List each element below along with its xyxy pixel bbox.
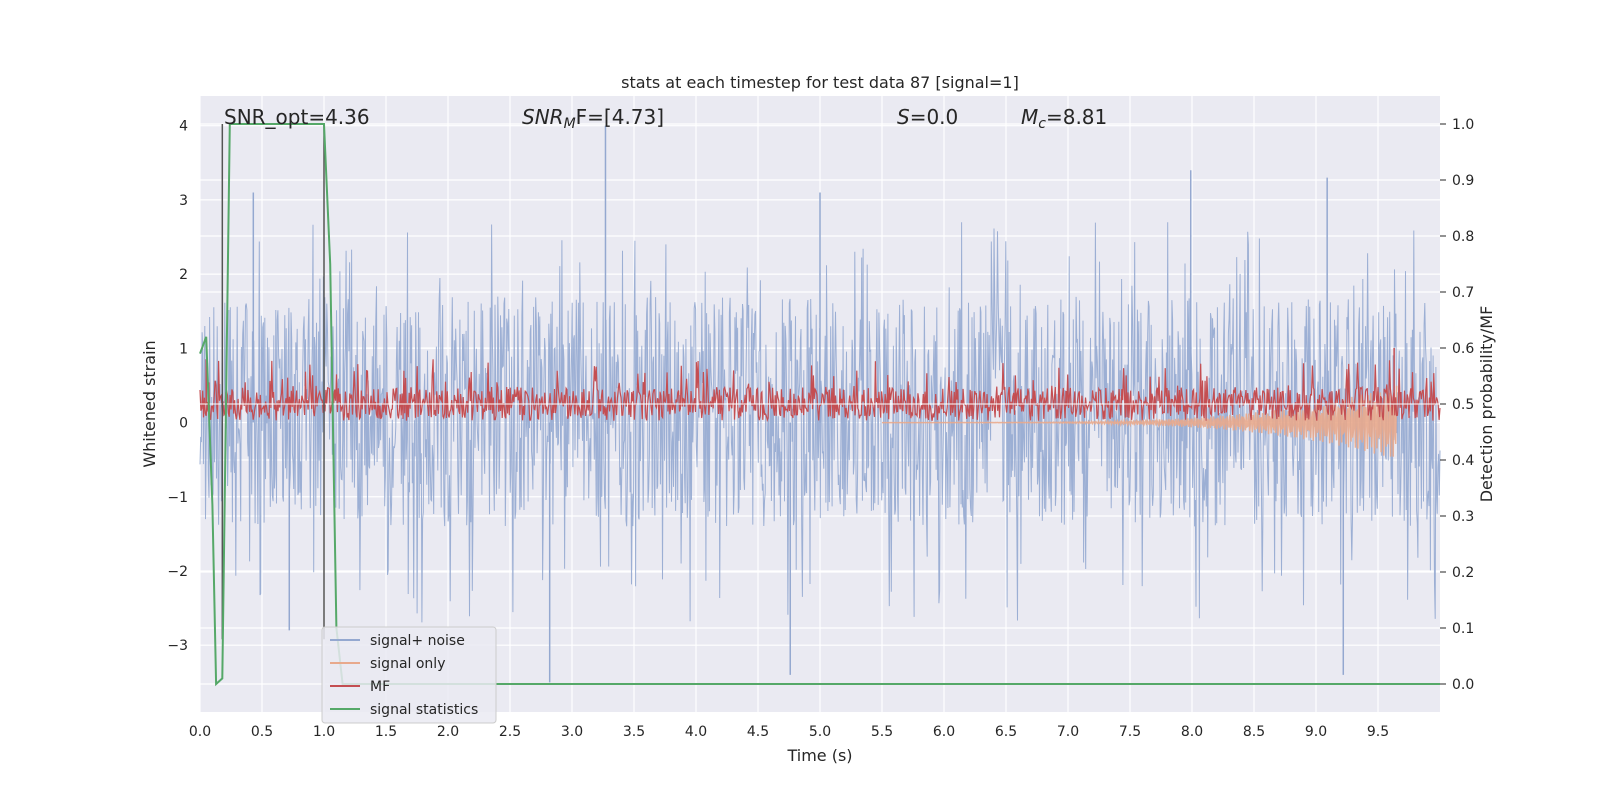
y2-tick-label: 0.0	[1452, 677, 1474, 693]
y-tick-label: 2	[179, 267, 188, 283]
x-tick-label: 9.5	[1367, 724, 1389, 740]
x-ticks: 0.0 0.5 1.0 1.5 2.0 2.5 3.0 3.5 4.0 4.5 5.0 5.5 6.0 6…	[189, 724, 1389, 740]
y2-tick-label: 0.1	[1452, 621, 1474, 637]
y-tick-label: 4	[179, 119, 188, 135]
legend-label-signal-only: signal only	[370, 656, 445, 672]
y2-tick-label: 0.3	[1452, 509, 1474, 525]
x-tick-label: 5.0	[809, 724, 831, 740]
y2-tick-label: 0.6	[1452, 341, 1474, 357]
x-tick-label: 3.5	[623, 724, 645, 740]
annotation-snr-opt: SNR_opt=4.36	[224, 105, 370, 129]
y-tick-label: −1	[167, 490, 188, 506]
x-tick-label: 3.0	[561, 724, 583, 740]
y-tick-label: 3	[179, 193, 188, 209]
x-tick-label: 1.5	[375, 724, 397, 740]
annotation-snr-mf: SNRMF=[4.73]	[522, 105, 664, 132]
y2-tick-label: 0.5	[1452, 397, 1474, 413]
y-tick-label: 1	[179, 341, 188, 357]
x-tick-label: 0.5	[251, 724, 273, 740]
y2-axis-label: Detection probability/MF	[1477, 306, 1496, 503]
annotation-s: S=0.0	[897, 105, 958, 129]
x-tick-label: 0.0	[189, 724, 211, 740]
y2-tick-label: 1.0	[1452, 117, 1474, 133]
x-tick-label: 7.5	[1119, 724, 1141, 740]
x-tick-label: 5.5	[871, 724, 893, 740]
legend-label-signal-noise: signal+ noise	[370, 633, 465, 649]
series-signal-noise	[199, 222, 1441, 623]
y2-tick-label: 0.7	[1452, 285, 1474, 301]
x-tick-label: 9.0	[1305, 724, 1327, 740]
x-tick-label: 2.0	[437, 724, 459, 740]
series-signal-only	[882, 385, 1398, 457]
y2-ticks: 0.0 0.1 0.2 0.3 0.4 0.5 0.6 0.7 0.8 0.9 1.0	[1440, 117, 1474, 693]
x-tick-label: 1.0	[313, 724, 335, 740]
y2-tick-label: 0.2	[1452, 565, 1474, 581]
y2-tick-label: 0.4	[1452, 453, 1474, 469]
legend-label-mf: MF	[370, 679, 390, 695]
legend: signal+ noise signal only MF signal stat…	[321, 626, 497, 724]
y2-tick-label: 0.8	[1452, 229, 1474, 245]
x-axis-label: Time (s)	[786, 746, 852, 765]
y-axis-label: Whitened strain	[140, 340, 159, 467]
y-tick-label: 0	[179, 416, 188, 432]
x-tick-label: 4.0	[685, 724, 707, 740]
y-tick-label: −2	[167, 564, 188, 580]
x-tick-label: 2.5	[499, 724, 521, 740]
x-tick-label: 6.5	[995, 724, 1017, 740]
chart-title: stats at each timestep for test data 87 …	[621, 73, 1019, 92]
x-tick-label: 4.5	[747, 724, 769, 740]
y2-tick-label: 0.9	[1452, 173, 1474, 189]
x-tick-label: 8.5	[1243, 724, 1265, 740]
legend-label-signal-statistics: signal statistics	[370, 702, 478, 718]
y-ticks: −3 −2 −1 0 1 2 3 4	[167, 119, 188, 655]
x-tick-label: 8.0	[1181, 724, 1203, 740]
legend-frame	[321, 626, 497, 724]
annotation-mc: Mc=8.81	[1021, 105, 1107, 132]
x-tick-label: 6.0	[933, 724, 955, 740]
series-mf	[199, 359, 1441, 423]
x-tick-label: 7.0	[1057, 724, 1079, 740]
y-tick-label: −3	[167, 638, 188, 654]
